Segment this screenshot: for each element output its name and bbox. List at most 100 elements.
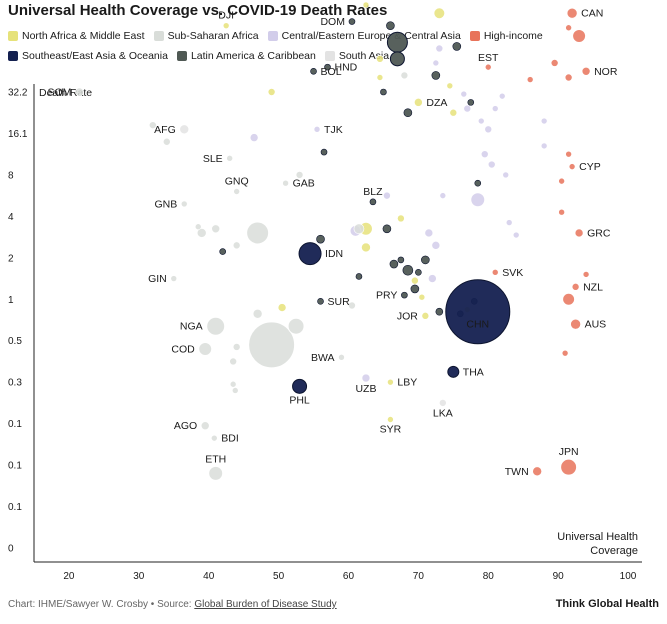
legend-item: Latin America & Caribbean: [176, 47, 316, 65]
data-point: [463, 104, 472, 113]
country-label-phl: PHL: [289, 394, 310, 406]
source-link[interactable]: Global Burden of Disease Study: [194, 599, 337, 610]
data-point-gab: [282, 179, 289, 187]
data-point-twn: [532, 466, 542, 477]
country-label-bdi: BDI: [221, 433, 239, 445]
data-point: [470, 192, 486, 208]
y-tick-label: 0.5: [8, 336, 22, 347]
legend-item: Sub-Saharan Africa: [153, 27, 259, 45]
legend-swatch: [324, 51, 335, 61]
data-point: [397, 214, 405, 223]
data-point: [550, 59, 559, 67]
footer-credit: Chart: IHME/Sawyer W. Crosby • Source: G…: [8, 599, 337, 610]
y-tick-label: 0.1: [8, 419, 22, 430]
data-point: [380, 88, 387, 96]
data-point: [565, 150, 572, 158]
country-label-sur: SUR: [328, 296, 351, 308]
credit-text: Chart: IHME/Sawyer W. Crosby • Source:: [8, 599, 195, 610]
data-point: [382, 224, 392, 234]
legend: North Africa & Middle East Sub-Saharan Af…: [8, 27, 658, 67]
data-point-dji: [222, 22, 230, 29]
x-tick-label: 60: [343, 571, 355, 582]
country-label-jor: JOR: [397, 310, 418, 322]
data-point: [418, 293, 426, 301]
country-label-dji: DJI: [218, 10, 234, 22]
country-label-syr: SYR: [380, 423, 402, 435]
country-label-aus: AUS: [585, 319, 607, 331]
data-point-syr: [387, 416, 394, 423]
data-point-hnd: [324, 63, 331, 71]
data-point: [383, 191, 391, 200]
country-label-jpn: JPN: [559, 446, 579, 458]
data-point: [452, 42, 462, 51]
data-point-nor: [581, 66, 591, 76]
country-label-cyp: CYP: [579, 161, 601, 173]
data-point: [248, 321, 296, 369]
data-point-cyp: [568, 163, 576, 170]
country-label-nor: NOR: [594, 66, 618, 78]
legend-swatch: [267, 31, 278, 41]
data-point-dom: [348, 18, 356, 25]
country-label-nga: NGA: [180, 321, 203, 333]
legend-item: Central/Eastern Europe & Central Asia: [267, 27, 461, 45]
legend-item: Southeast/East Asia & Oceania: [8, 47, 168, 65]
legend-label: Southeast/East Asia & Oceania: [22, 50, 168, 62]
data-point: [474, 179, 482, 187]
data-point-tjk: [313, 126, 321, 133]
country-label-gnb: GNB: [154, 198, 177, 210]
country-label-blz: BLZ: [363, 186, 383, 198]
data-point: [449, 108, 458, 117]
country-label-gin: GIN: [148, 273, 167, 285]
country-label-bwa: BWA: [311, 352, 335, 364]
country-label-hnd: HND: [335, 62, 358, 74]
country-label-uzb: UZB: [355, 383, 376, 395]
data-point: [400, 71, 409, 80]
country-label-tha: THA: [463, 366, 484, 378]
data-point-bwa: [338, 354, 345, 361]
data-point: [219, 248, 226, 255]
data-point: [386, 31, 408, 53]
y-tick-label: 1: [8, 295, 14, 306]
country-label-can: CAN: [581, 8, 603, 20]
x-tick-label: 100: [620, 571, 637, 582]
data-point-eth: [208, 465, 224, 481]
data-point: [487, 160, 496, 169]
data-point: [498, 92, 506, 100]
data-point: [267, 88, 276, 96]
data-point-nga: [206, 316, 226, 336]
data-point: [389, 51, 405, 67]
data-point: [249, 133, 259, 142]
data-point: [477, 117, 485, 125]
data-point: [246, 221, 270, 245]
data-point: [433, 7, 446, 20]
data-point: [397, 256, 405, 264]
data-point-jpn: [560, 458, 578, 476]
data-point: [582, 271, 590, 278]
data-point: [424, 228, 434, 238]
x-tick-label: 80: [483, 571, 495, 582]
country-label-grc: GRC: [587, 227, 611, 239]
legend-label: North Africa & Middle East: [22, 30, 145, 42]
data-point: [562, 292, 576, 306]
y-tick-label: 8: [8, 170, 14, 181]
data-point-lka: [439, 399, 447, 407]
data-point: [229, 380, 237, 388]
data-point: [353, 223, 365, 235]
data-point: [376, 55, 384, 63]
data-point-lby: [387, 378, 394, 386]
data-point: [572, 29, 587, 44]
data-point: [252, 308, 263, 319]
data-point: [460, 90, 468, 98]
chart-title: Universal Health Coverage vs. COVID-19 D…: [8, 2, 388, 19]
y-tick-label: 16.1: [8, 129, 28, 140]
country-label-pry: PRY: [376, 290, 397, 302]
data-point: [435, 307, 444, 316]
country-label-gnq: GNQ: [225, 175, 249, 187]
country-label-idn: IDN: [325, 248, 343, 260]
data-point: [361, 242, 371, 253]
data-point-gin: [170, 275, 178, 282]
x-axis-title-line1: Universal Health: [557, 531, 638, 543]
data-point: [467, 99, 475, 106]
